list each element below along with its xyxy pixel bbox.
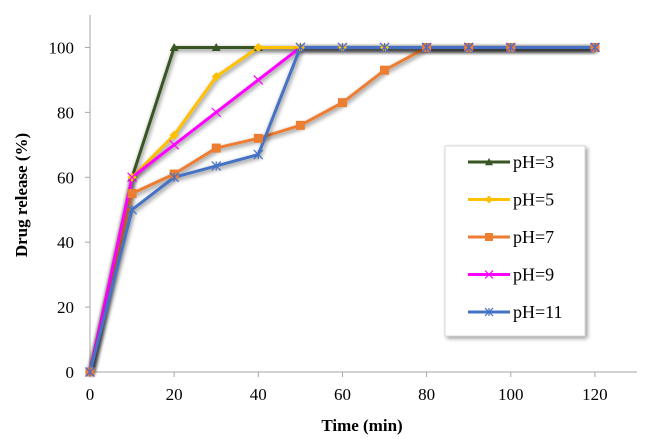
legend-label: pH=7: [513, 227, 554, 247]
x-tick-label: 20: [166, 385, 183, 404]
x-tick-label: 0: [86, 385, 95, 404]
legend-marker: [485, 233, 493, 241]
data-point: [211, 143, 221, 153]
y-tick-label: 60: [57, 168, 74, 187]
data-point: [85, 367, 95, 377]
data-point: [379, 42, 390, 53]
legend-item-ph-5: pH=5: [468, 190, 554, 210]
y-ticks: 0 20 40 60 80 100: [49, 38, 90, 382]
series-lines: [88, 45, 595, 373]
y-tick-label: 20: [57, 298, 74, 317]
y-tick-label: 100: [49, 38, 75, 57]
data-point: [211, 160, 222, 171]
data-point: [337, 42, 348, 53]
y-tick-label: 0: [66, 363, 75, 382]
legend-label: pH=9: [513, 265, 554, 285]
data-point: [253, 149, 264, 160]
legend-label: pH=5: [513, 190, 554, 210]
data-point: [211, 42, 221, 52]
data-point: [421, 42, 432, 53]
legend: pH=3 pH=5 pH=7 pH=9 pH=11: [444, 145, 586, 337]
legend-marker: [485, 158, 493, 166]
data-point: [127, 172, 138, 183]
legend-label: pH=3: [513, 152, 554, 172]
data-point: [169, 172, 180, 183]
x-tick-label: 80: [418, 385, 435, 404]
x-tick-label: 40: [250, 385, 267, 404]
y-tick-label: 80: [57, 103, 74, 122]
data-point: [295, 120, 305, 130]
legend-marker: [485, 195, 493, 204]
axes: 0 20 40 60 80 100 120 0 20 40 60 80 100: [49, 15, 637, 404]
y-axis-title: Drug release (%): [12, 133, 31, 257]
data-point: [295, 42, 306, 53]
series-markers: [85, 42, 600, 377]
data-point: [127, 204, 138, 215]
data-point: [337, 98, 347, 108]
legend-box: [444, 145, 586, 337]
legend-label: pH=11: [513, 302, 562, 322]
legend-item-ph-3: pH=3: [468, 152, 554, 172]
x-axis-title: Time (min): [321, 416, 402, 435]
data-point: [169, 42, 179, 52]
x-tick-label: 100: [498, 385, 524, 404]
x-tick-label: 120: [582, 385, 608, 404]
data-point: [505, 42, 516, 53]
data-point: [589, 42, 600, 53]
data-point: [127, 189, 137, 198]
data-point: [253, 74, 264, 85]
data-point: [211, 72, 221, 82]
legend-marker: [484, 270, 494, 279]
data-point: [463, 42, 474, 53]
data-point: [169, 139, 180, 150]
series-line-ph-11: [88, 45, 595, 373]
data-point: [211, 107, 222, 118]
data-point: [253, 133, 263, 143]
legend-item-ph-9: pH=9: [468, 265, 554, 285]
legend-item-ph-7: pH=7: [468, 227, 554, 247]
legend-marker: [484, 307, 494, 317]
x-tick-label: 60: [334, 385, 351, 404]
data-point: [253, 42, 263, 52]
data-point: [169, 130, 179, 140]
series-points-ph-11: [85, 42, 600, 377]
legend-item-ph-11: pH=11: [468, 302, 562, 322]
x-ticks: 0 20 40 60 80 100 120: [86, 372, 608, 404]
data-point: [380, 65, 390, 75]
y-tick-label: 40: [57, 233, 74, 252]
